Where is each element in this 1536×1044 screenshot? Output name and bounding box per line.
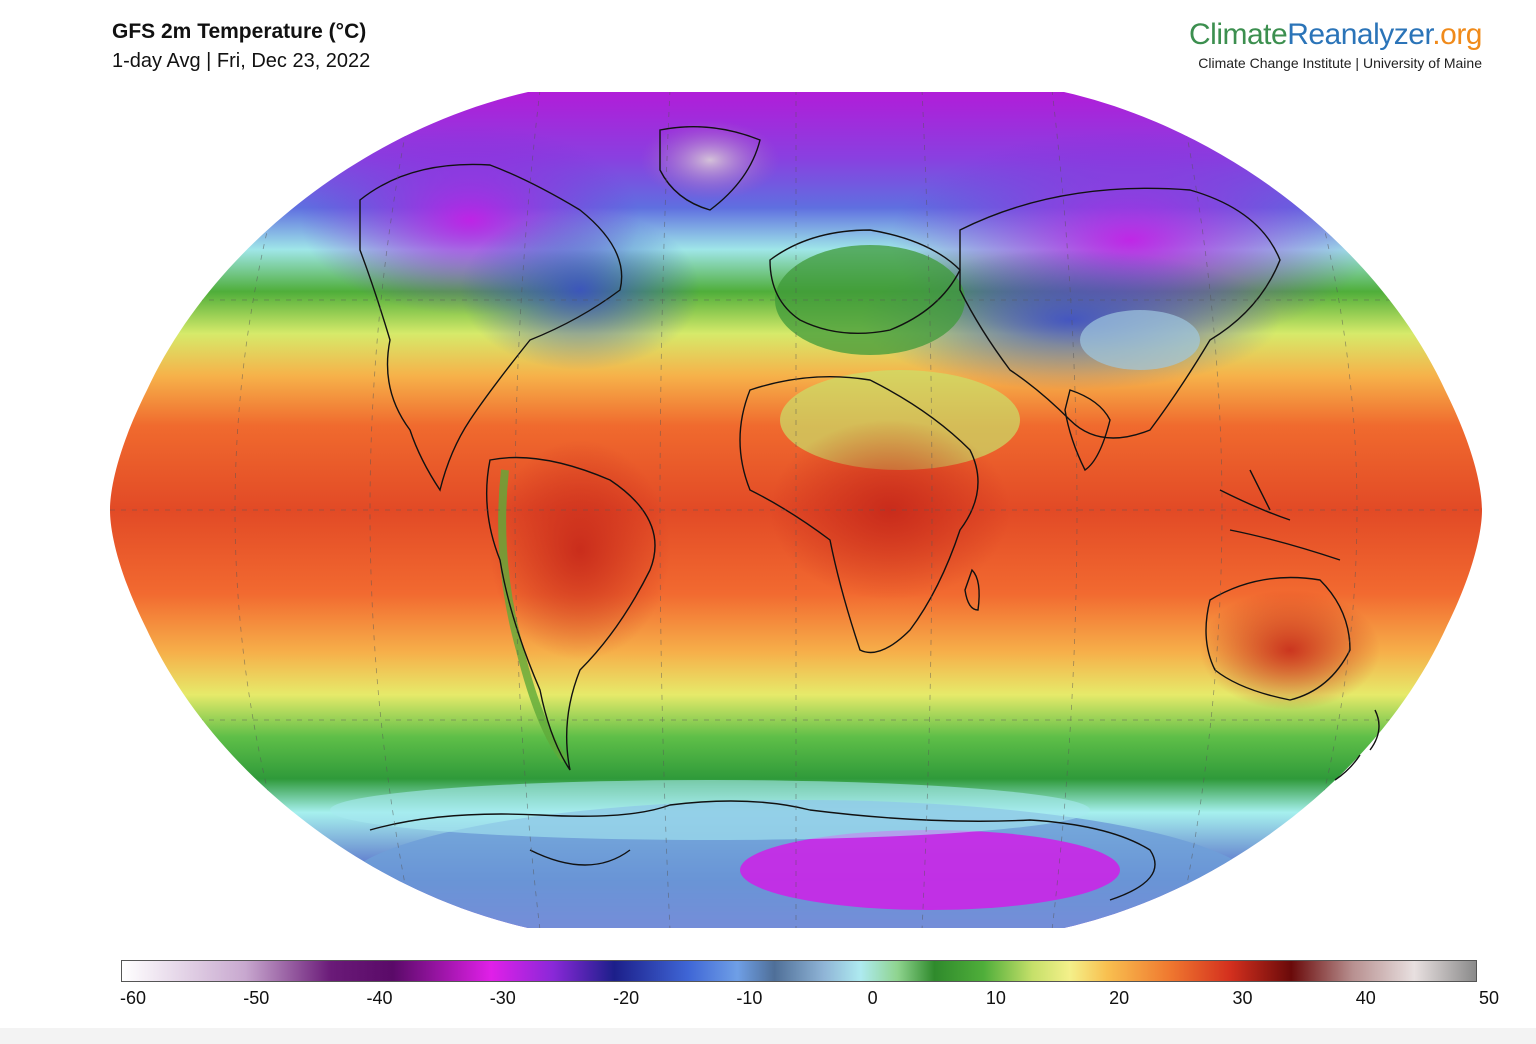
- colorbar-tick-label: 10: [985, 988, 1006, 1008]
- globe-fill: [110, 92, 1482, 928]
- colorbar-tick-label: -10: [736, 988, 763, 1008]
- temperature-colorbar: [121, 960, 1477, 982]
- colorbar-tick-label: 30: [1232, 988, 1253, 1008]
- colorbar-tick-label: 40: [1355, 988, 1376, 1008]
- world-temperature-map[interactable]: [110, 90, 1482, 930]
- colorbar-tick-label: 0: [867, 988, 878, 1008]
- brand-logo-part3: .org: [1432, 18, 1482, 51]
- title-block: GFS 2m Temperature (°C) 1-day Avg | Fri,…: [112, 18, 370, 76]
- colorbar-tick-label: -40: [366, 988, 393, 1008]
- colorbar-tick-label: -30: [489, 988, 516, 1008]
- brand-logo-part1: Climate: [1189, 18, 1288, 51]
- map-title: GFS 2m Temperature (°C): [112, 20, 367, 43]
- brand-logo-part2: Reanalyzer: [1287, 18, 1433, 51]
- map-svg: [110, 92, 1482, 928]
- brand-subtitle: Climate Change Institute | University of…: [1198, 55, 1482, 71]
- brand-block[interactable]: ClimateReanalyzer.org Climate Change Ins…: [1189, 16, 1482, 72]
- colorbar-tick-label: -60: [119, 988, 147, 1008]
- bottom-strip: [0, 1028, 1536, 1044]
- graticule: [110, 92, 1482, 928]
- colorbar-tick-label: -20: [613, 988, 640, 1008]
- coastlines: [359, 125, 1380, 901]
- colorbar-tick-label: 20: [1109, 988, 1130, 1008]
- colorbar-tick-label: 50: [1478, 988, 1500, 1008]
- colorbar-tick-label: -50: [243, 988, 270, 1008]
- brand-logo[interactable]: ClimateReanalyzer.org: [1189, 16, 1482, 54]
- colorbar-tick-labels: -60 -50 -40 -30 -20 -10 0 10 20 30 40 50: [0, 988, 1536, 1014]
- map-subtitle: 1-day Avg | Fri, Dec 23, 2022: [112, 50, 371, 72]
